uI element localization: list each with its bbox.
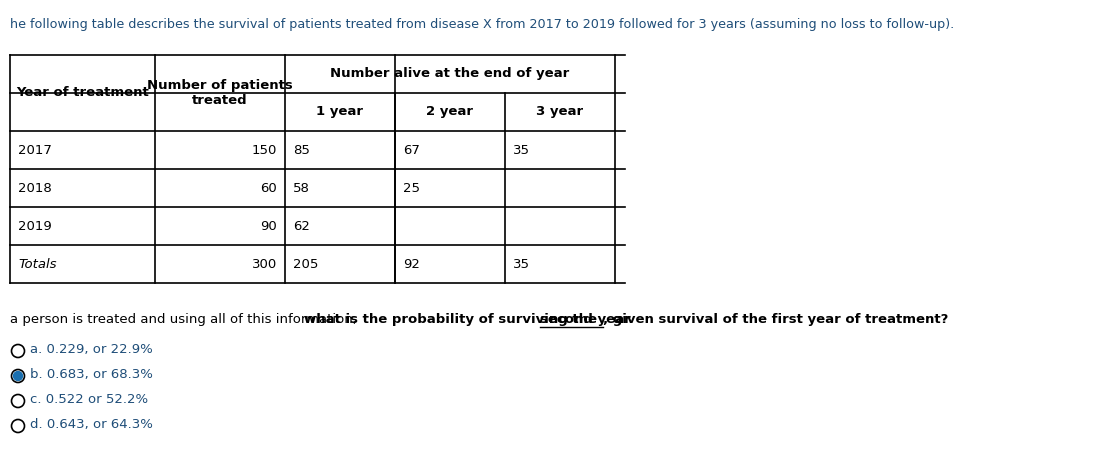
Text: b. 0.683, or 68.3%: b. 0.683, or 68.3% [30,368,153,381]
Text: 2017: 2017 [18,143,52,156]
Text: 35: 35 [514,143,530,156]
Text: d. 0.643, or 64.3%: d. 0.643, or 64.3% [30,418,153,431]
Text: 150: 150 [252,143,277,156]
Text: 35: 35 [514,257,530,270]
Text: 2019: 2019 [18,219,51,233]
Text: a. 0.229, or 22.9%: a. 0.229, or 22.9% [30,343,153,356]
Text: 58: 58 [293,182,310,194]
Text: 60: 60 [261,182,277,194]
Text: 25: 25 [403,182,420,194]
Text: second year: second year [540,313,631,326]
Circle shape [11,345,25,358]
Text: , given survival of the first year of treatment?: , given survival of the first year of tr… [604,313,949,326]
Text: c. 0.522 or 52.2%: c. 0.522 or 52.2% [30,393,148,406]
Text: Totals: Totals [18,257,57,270]
Text: what is the probability of surviving the: what is the probability of surviving the [304,313,602,326]
Text: 92: 92 [403,257,420,270]
Text: Number alive at the end of year: Number alive at the end of year [331,68,569,80]
Text: 1 year: 1 year [316,106,363,119]
Text: 67: 67 [403,143,420,156]
Text: Number of patients
treated: Number of patients treated [147,79,293,107]
Circle shape [11,419,25,432]
Text: 85: 85 [293,143,310,156]
Text: 2 year: 2 year [427,106,473,119]
Text: he following table describes the survival of patients treated from disease X fro: he following table describes the surviva… [10,18,955,31]
Text: 3 year: 3 year [537,106,584,119]
Text: 2018: 2018 [18,182,51,194]
Text: 300: 300 [252,257,277,270]
Text: 62: 62 [293,219,310,233]
Text: Year of treatment: Year of treatment [16,86,149,99]
Text: a person is treated and using all of this information,: a person is treated and using all of thi… [10,313,361,326]
Text: 205: 205 [293,257,319,270]
Text: 90: 90 [261,219,277,233]
Circle shape [11,369,25,382]
Circle shape [11,395,25,408]
Circle shape [13,372,22,381]
